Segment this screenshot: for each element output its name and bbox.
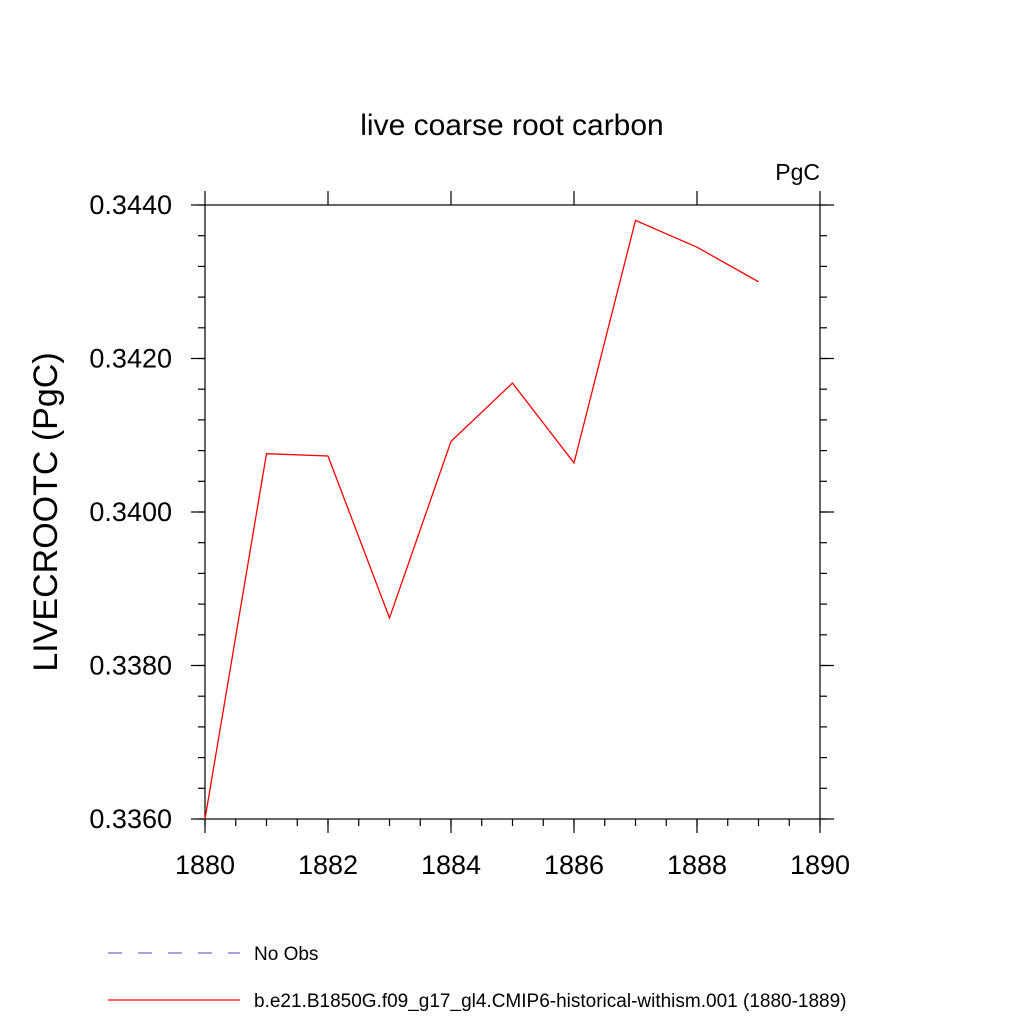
y-tick-label: 0.3420: [89, 344, 172, 374]
x-tick-label: 1884: [421, 850, 481, 880]
y-tick-label: 0.3400: [89, 497, 172, 527]
y-axis-label: LIVECROOTC (PgC): [27, 352, 65, 671]
legend-label: b.e21.B1850G.f09_g17_gl4.CMIP6-historica…: [254, 991, 847, 1012]
y-tick-label: 0.3380: [89, 651, 172, 681]
x-tick-label: 1888: [667, 850, 727, 880]
series-line: [204, 219, 759, 820]
y-tick-label: 0.3360: [89, 804, 172, 834]
plot-frame: [204, 204, 821, 820]
chart-title: live coarse root carbon: [360, 109, 664, 142]
x-tick-label: 1880: [175, 850, 235, 880]
y-tick-label: 0.3440: [89, 190, 172, 220]
x-tick-label: 1882: [298, 850, 358, 880]
legend: No Obs b.e21.B1850G.f09_g17_gl4.CMIP6-his…: [108, 944, 847, 1012]
legend-label: No Obs: [254, 944, 318, 965]
series-layer: [204, 219, 759, 820]
units-label: PgC: [775, 159, 820, 185]
x-tick-label: 1886: [544, 850, 604, 880]
x-tick-label: 1890: [790, 850, 850, 880]
axis-ticks: 1880 1882 1884 1886 1888 1890 0.3360 0.3380 0.34…: [89, 190, 850, 880]
